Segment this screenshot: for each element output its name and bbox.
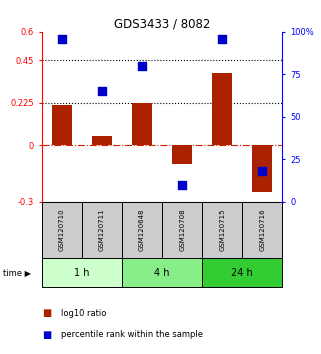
Text: GSM120710: GSM120710 xyxy=(59,209,65,251)
Point xyxy=(140,63,145,69)
Bar xyxy=(122,202,162,258)
Bar xyxy=(82,202,122,258)
Text: GSM120715: GSM120715 xyxy=(219,209,225,251)
Text: 24 h: 24 h xyxy=(231,268,253,278)
Bar xyxy=(202,202,242,258)
Bar xyxy=(52,105,72,145)
Text: ■: ■ xyxy=(42,308,51,318)
Text: time ▶: time ▶ xyxy=(3,268,31,277)
Text: GSM120716: GSM120716 xyxy=(259,209,265,251)
Bar xyxy=(42,258,122,287)
Bar xyxy=(212,73,232,145)
Text: percentile rank within the sample: percentile rank within the sample xyxy=(61,330,203,339)
Text: log10 ratio: log10 ratio xyxy=(61,309,106,318)
Text: 4 h: 4 h xyxy=(154,268,170,278)
Text: GSM120648: GSM120648 xyxy=(139,209,145,251)
Bar xyxy=(252,145,273,192)
Text: GSM120711: GSM120711 xyxy=(99,209,105,251)
Point xyxy=(220,36,225,41)
Bar xyxy=(172,145,192,164)
Title: GDS3433 / 8082: GDS3433 / 8082 xyxy=(114,18,210,31)
Text: ■: ■ xyxy=(42,330,51,339)
Bar xyxy=(242,202,282,258)
Bar xyxy=(132,103,152,145)
Point xyxy=(59,36,64,41)
Point xyxy=(100,88,105,94)
Bar xyxy=(42,202,82,258)
Bar xyxy=(122,258,202,287)
Text: GSM120708: GSM120708 xyxy=(179,209,185,251)
Bar xyxy=(202,258,282,287)
Text: 1 h: 1 h xyxy=(74,268,90,278)
Bar xyxy=(162,202,202,258)
Point xyxy=(260,169,265,174)
Point xyxy=(180,182,185,188)
Bar xyxy=(92,136,112,145)
